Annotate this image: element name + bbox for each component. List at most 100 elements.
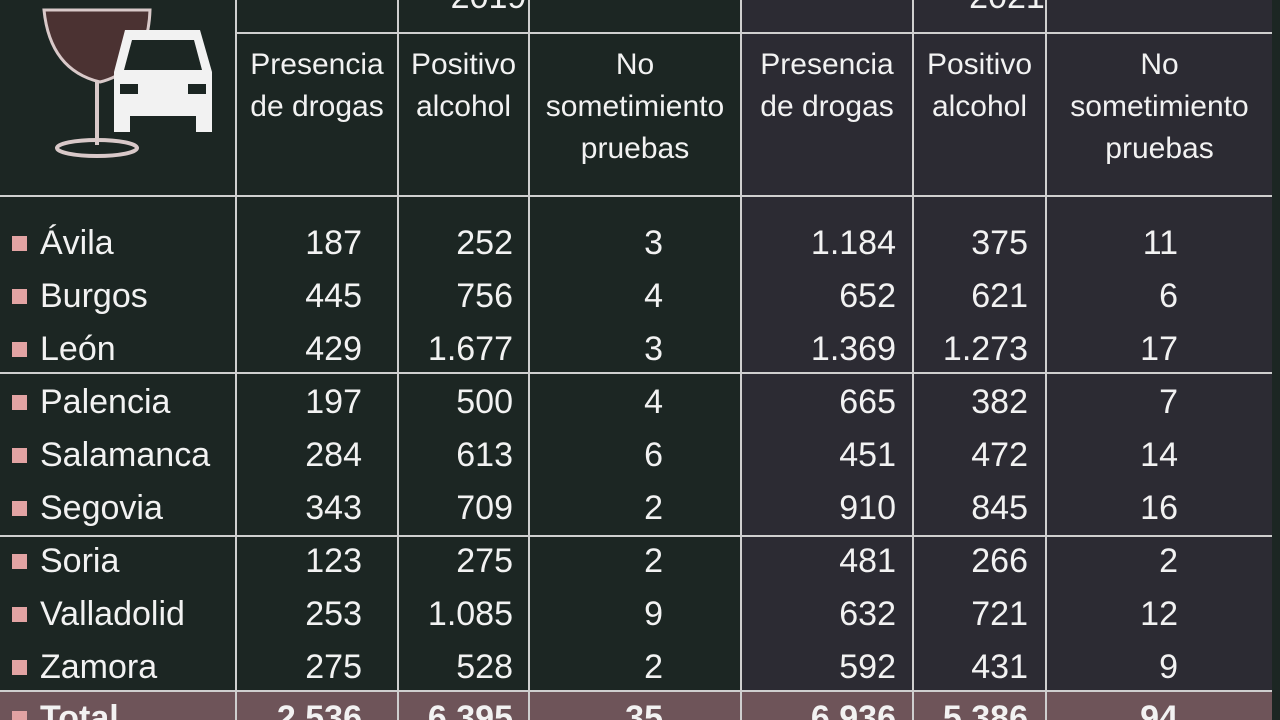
row-value: 252: [456, 224, 513, 262]
row-label: Burgos: [40, 277, 148, 315]
row-value: 481: [839, 542, 896, 580]
total-value: 6.395: [427, 699, 513, 720]
row-value: 500: [456, 383, 513, 421]
group-divider: [0, 690, 1272, 692]
row-value: 472: [971, 436, 1028, 474]
row-value: 1.369: [810, 330, 896, 368]
row-label: Salamanca: [40, 436, 211, 474]
row-value: 187: [305, 224, 362, 262]
row-value: 528: [456, 648, 513, 686]
row-value: 632: [839, 595, 896, 633]
row-bullet: [12, 448, 27, 463]
column-header: Presencia de drogas: [760, 48, 894, 123]
row-value: 665: [839, 383, 896, 421]
total-value: 6.936: [810, 699, 896, 720]
year-divider: [235, 32, 1272, 34]
total-value: 5.386: [942, 699, 1028, 720]
row-value: 375: [971, 224, 1028, 262]
row-bullet: [12, 395, 27, 410]
row-label: Segovia: [40, 489, 163, 527]
row-value: 451: [839, 436, 896, 474]
year-label: 2019: [237, 0, 740, 14]
row-value: 17: [1140, 330, 1178, 368]
row-label: Soria: [40, 542, 120, 580]
row-value: 266: [971, 542, 1028, 580]
row-value: 1.677: [427, 330, 513, 368]
group-divider: [0, 372, 1272, 374]
row-value: 7: [1159, 383, 1178, 421]
row-value: 445: [305, 277, 362, 315]
row-label: León: [40, 330, 116, 368]
row-label: Zamora: [40, 648, 158, 686]
row-value: 6: [1159, 277, 1178, 315]
row-value: 613: [456, 436, 513, 474]
column-header: No sometimiento pruebas: [1070, 48, 1249, 165]
panel-2021: [740, 0, 1272, 720]
row-value: 592: [839, 648, 896, 686]
row-value: 429: [305, 330, 362, 368]
row-value: 14: [1140, 436, 1178, 474]
row-value: 4: [644, 383, 663, 421]
column-divider: [235, 0, 237, 720]
row-value: 3: [644, 224, 663, 262]
row-bullet: [12, 554, 27, 569]
row-value: 123: [305, 542, 362, 580]
header-divider: [0, 195, 1272, 197]
row-value: 6: [644, 436, 663, 474]
column-header: No sometimiento pruebas: [545, 48, 725, 165]
group-divider: [0, 535, 1272, 537]
total-value: 35: [625, 699, 663, 720]
row-value: 845: [971, 489, 1028, 527]
column-divider: [740, 0, 742, 720]
row-value: 197: [305, 383, 362, 421]
row-value: 1.184: [810, 224, 896, 262]
row-value: 910: [839, 489, 896, 527]
row-value: 2: [1159, 542, 1178, 580]
row-value: 11: [1142, 224, 1178, 262]
row-value: 343: [305, 489, 362, 527]
row-bullet: [12, 660, 27, 675]
row-value: 3: [644, 330, 663, 368]
row-value: 2: [644, 489, 663, 527]
row-bullet: [12, 501, 27, 516]
row-value: 382: [971, 383, 1028, 421]
row-value: 431: [971, 648, 1028, 686]
row-label: Ávila: [40, 224, 114, 262]
row-bullet: [12, 711, 27, 720]
row-bullet: [12, 607, 27, 622]
row-value: 1.085: [427, 595, 513, 633]
total-value: 2.536: [276, 699, 362, 720]
row-value: 1.273: [942, 330, 1028, 368]
row-value: 275: [456, 542, 513, 580]
row-value: 253: [305, 595, 362, 633]
row-value: 4: [644, 277, 663, 315]
row-value: 275: [305, 648, 362, 686]
total-value: 94: [1140, 699, 1178, 720]
row-value: 2: [644, 648, 663, 686]
row-value: 2: [644, 542, 663, 580]
column-divider: [397, 0, 399, 720]
row-value: 9: [644, 595, 663, 633]
row-label: Valladolid: [40, 595, 185, 633]
year-label: 2021: [742, 0, 1272, 14]
total-label: Total: [40, 699, 119, 720]
row-value: 12: [1140, 595, 1178, 633]
column-divider: [528, 0, 530, 720]
row-value: 16: [1140, 489, 1178, 527]
row-value: 756: [456, 277, 513, 315]
column-header: Presencia de drogas: [250, 48, 384, 123]
row-value: 9: [1159, 648, 1178, 686]
row-bullet: [12, 289, 27, 304]
total-row-bg: [0, 692, 1272, 720]
row-value: 284: [305, 436, 362, 474]
row-value: 652: [839, 277, 896, 315]
row-value: 621: [971, 277, 1028, 315]
column-divider: [1045, 0, 1047, 720]
row-value: 709: [456, 489, 513, 527]
column-divider: [912, 0, 914, 720]
icon-glass-car: [42, 8, 212, 158]
column-header: Positivo alcohol: [926, 48, 1033, 123]
row-bullet: [12, 236, 27, 251]
row-label: Palencia: [40, 383, 171, 421]
